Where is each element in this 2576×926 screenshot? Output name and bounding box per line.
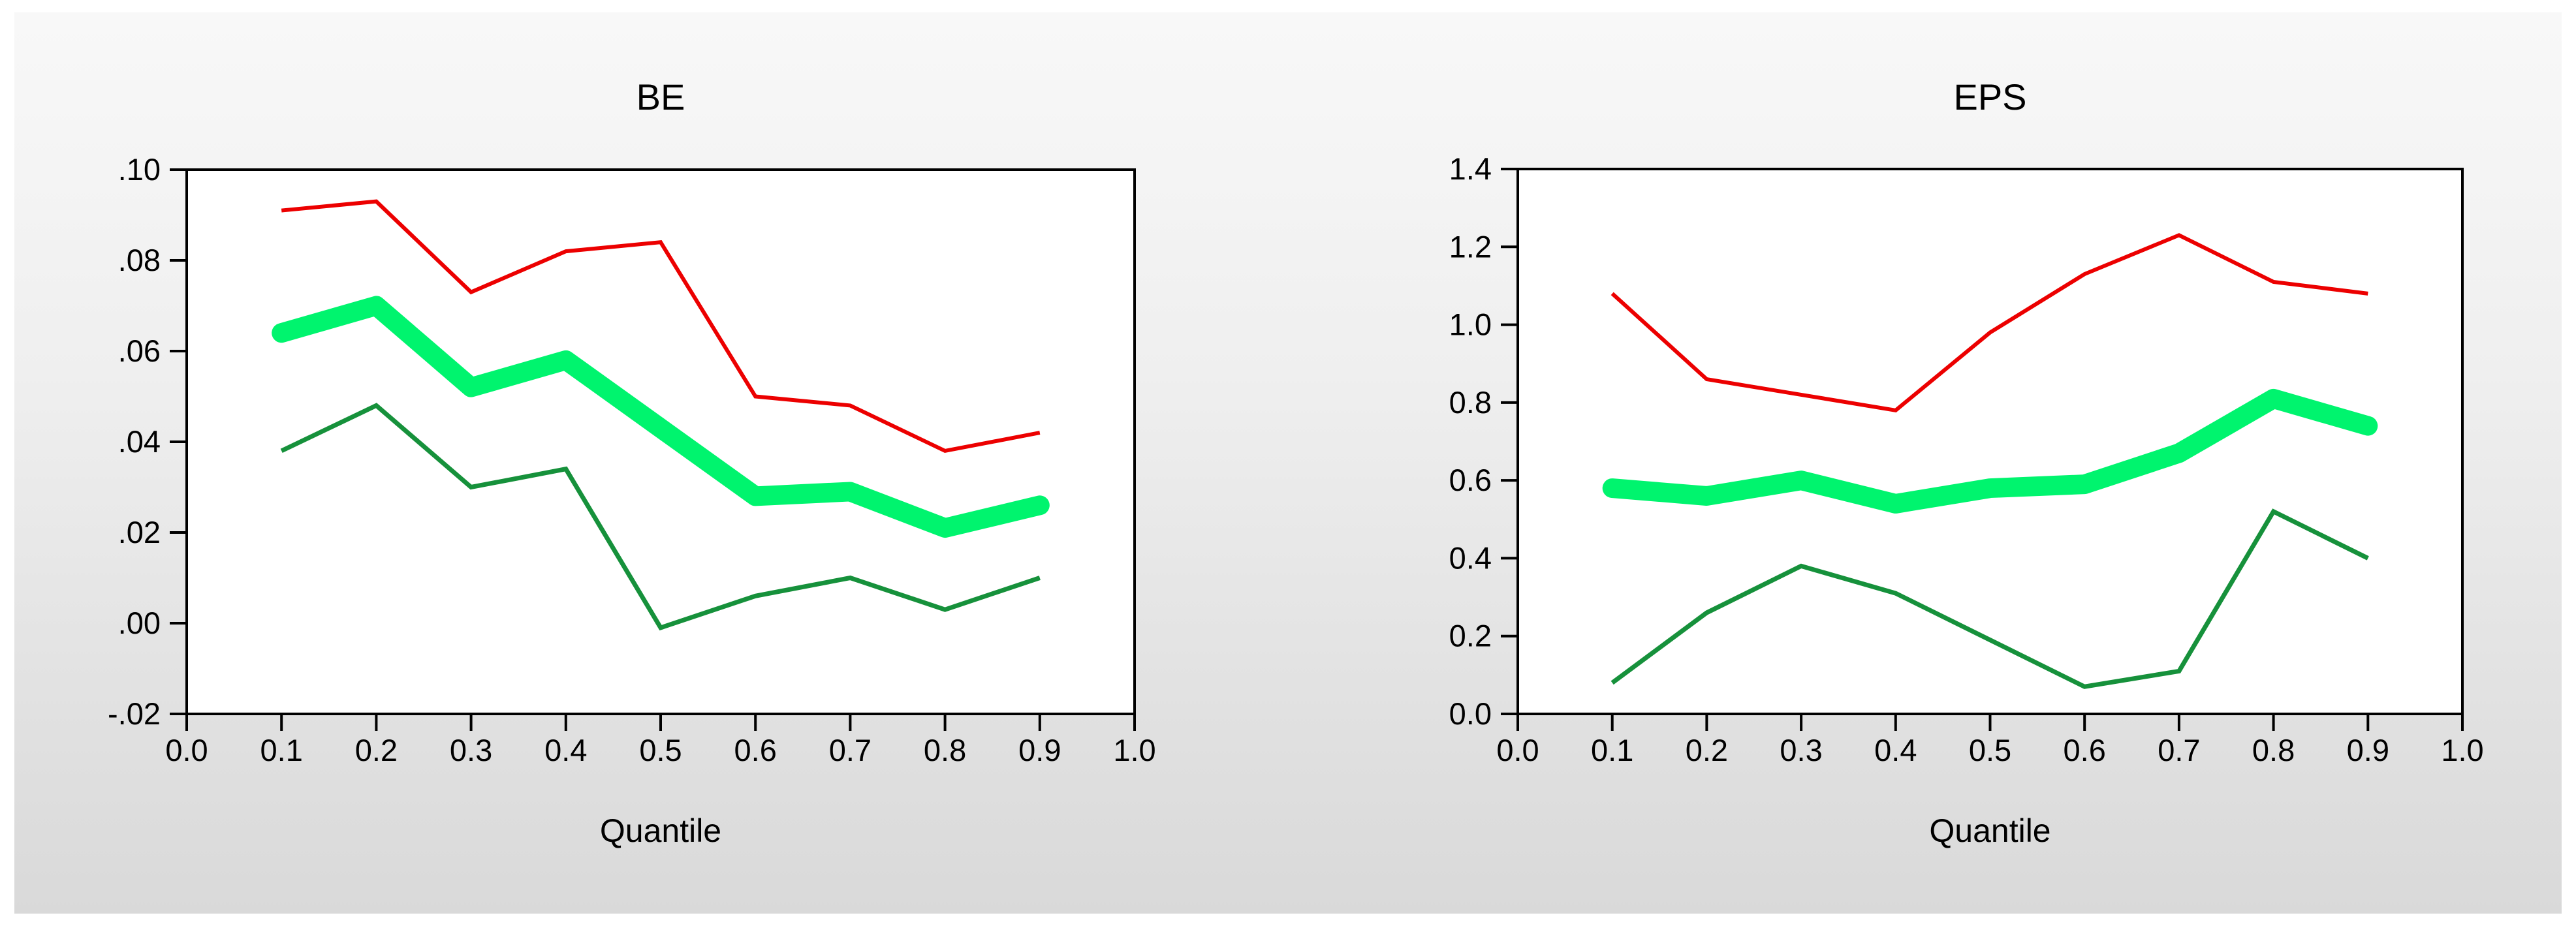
- x-tick-label: 0.5: [639, 733, 682, 767]
- x-tick-label: 0.2: [355, 733, 398, 767]
- x-tick-label: 0.1: [260, 733, 303, 767]
- x-tick-label: 0.5: [1969, 733, 2011, 767]
- x-tick-label: 0.1: [1591, 733, 1633, 767]
- plot-area: [1518, 169, 2462, 714]
- x-tick-label: 0.6: [2064, 733, 2106, 767]
- x-tick-label: 0.4: [544, 733, 587, 767]
- x-tick-label: 0.6: [734, 733, 777, 767]
- lower-band-line: [1610, 508, 2369, 689]
- x-tick-label: 0.7: [2158, 733, 2200, 767]
- x-tick-label: 0.8: [2252, 733, 2295, 767]
- x-tick-label: 0.8: [924, 733, 966, 767]
- quantile-estimate-line: [1602, 388, 2378, 514]
- y-tick-label: .04: [118, 424, 161, 459]
- plot-area: [187, 170, 1135, 714]
- y-tick-label: 0.8: [1449, 385, 1492, 420]
- y-tick-label: 0.6: [1449, 463, 1492, 497]
- x-tick-label: 0.4: [1874, 733, 1917, 767]
- y-tick-label: 1.0: [1449, 307, 1492, 342]
- chart-title: BE: [636, 76, 685, 117]
- x-tick-label: 0.3: [1780, 733, 1822, 767]
- x-axis-label: Quantile: [1929, 812, 2050, 849]
- y-tick-label: .02: [118, 515, 161, 549]
- x-tick-label: 0.2: [1686, 733, 1728, 767]
- x-tick-label: 0.0: [1496, 733, 1539, 767]
- chart-eps: 1.4 1.2 1.0 0.8 0.6 0.4 0.2 0.00.0 0.1 0.2 0.3 0.4 0…: [1449, 76, 2484, 849]
- x-tick-label: 0.3: [450, 733, 492, 767]
- chart-title: EPS: [1953, 76, 2026, 117]
- y-tick-label: 1.2: [1449, 229, 1492, 264]
- y-tick-label: .10: [118, 152, 161, 187]
- y-tick-label: 0.2: [1449, 619, 1492, 653]
- y-tick-label: 1.4: [1449, 151, 1492, 186]
- y-tick-label: 0.0: [1449, 696, 1492, 731]
- y-tick-label: 0.4: [1449, 540, 1492, 575]
- x-tick-label: 0.9: [1018, 733, 1061, 767]
- y-tick-label: -.02: [108, 696, 161, 731]
- x-tick-label: 0.7: [829, 733, 872, 767]
- y-tick-label: .00: [118, 606, 161, 640]
- y-tick-label: .06: [118, 333, 161, 368]
- x-tick-label: 0.9: [2347, 733, 2389, 767]
- chart-be: .10 .08 .06 .04 .02 .00 -.020.0 0.1 0.2 0.3 0.4 0.5…: [108, 76, 1156, 849]
- x-tick-label: 1.0: [2441, 733, 2483, 767]
- upper-band-line: [281, 199, 1041, 454]
- x-tick-label: 1.0: [1113, 733, 1155, 767]
- upper-band-line: [1610, 233, 2368, 412]
- y-tick-label: .08: [118, 243, 161, 277]
- quantile-estimate-line: [272, 296, 1050, 538]
- x-tick-label: 0.0: [165, 733, 208, 767]
- lower-band-line: [280, 403, 1041, 631]
- x-axis-label: Quantile: [600, 812, 721, 849]
